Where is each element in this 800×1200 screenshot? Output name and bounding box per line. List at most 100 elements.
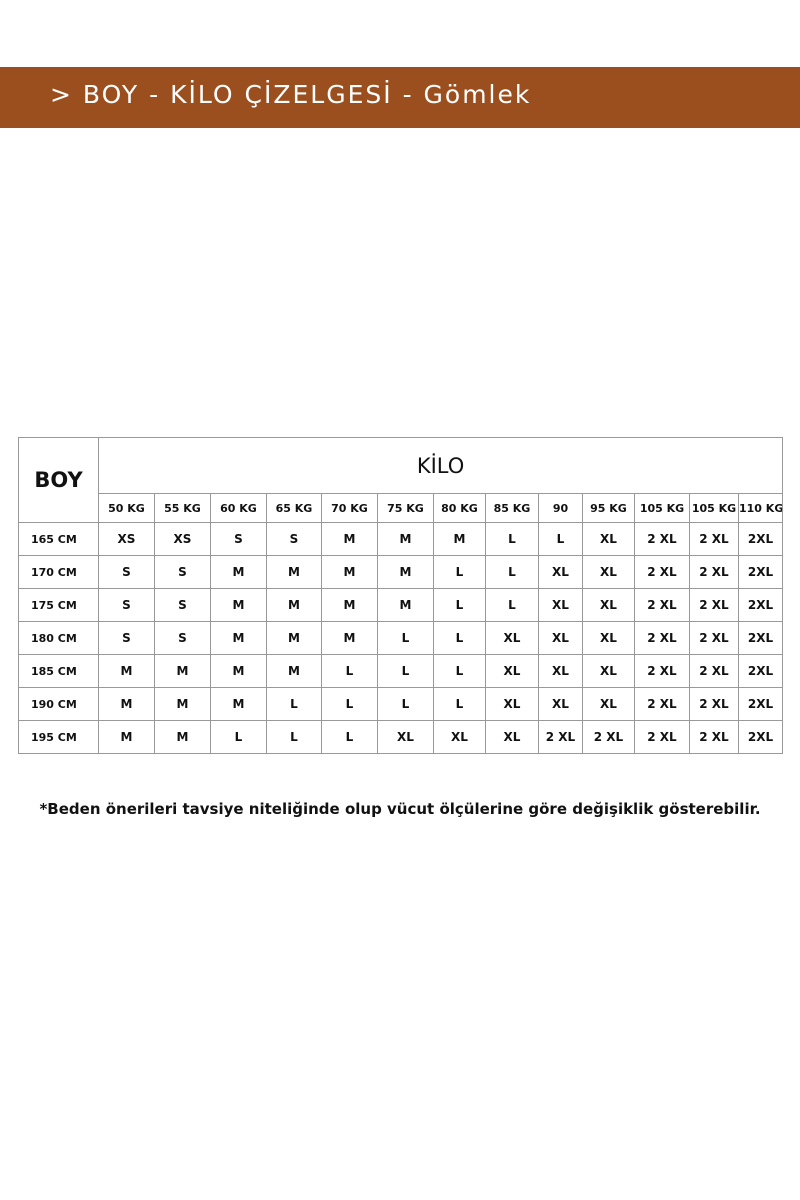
size-cell: L — [266, 720, 322, 754]
size-cell: M — [210, 621, 267, 655]
size-cell: 2XL — [737, 621, 784, 655]
size-cell: L — [210, 720, 267, 754]
size-cell: 2XL — [737, 522, 784, 556]
size-cell: M — [433, 522, 486, 556]
size-cell: 2 XL — [582, 720, 635, 754]
size-cell: 2XL — [737, 555, 784, 589]
column-header: 70 KG — [321, 493, 378, 523]
size-cell: 2 XL — [634, 522, 690, 556]
row-label: 170 CM — [18, 555, 99, 589]
row-label: 185 CM — [18, 654, 99, 688]
size-cell: S — [210, 522, 267, 556]
size-cell: M — [210, 687, 267, 721]
size-cell: L — [485, 555, 539, 589]
header-bar: > BOY - KİLO ÇİZELGESİ - Gömlek — [0, 67, 800, 128]
size-cell: XL — [582, 687, 635, 721]
size-cell: XL — [582, 654, 635, 688]
size-cell: L — [266, 687, 322, 721]
column-header: 50 KG — [98, 493, 155, 523]
size-cell: M — [266, 555, 322, 589]
column-header: 75 KG — [377, 493, 434, 523]
size-cell: L — [433, 621, 486, 655]
size-cell: 2 XL — [634, 555, 690, 589]
size-cell: M — [377, 555, 434, 589]
size-cell: S — [266, 522, 322, 556]
size-cell: M — [321, 588, 378, 622]
size-cell: L — [321, 687, 378, 721]
size-cell: M — [377, 522, 434, 556]
size-cell: S — [154, 555, 211, 589]
size-cell: L — [433, 588, 486, 622]
size-cell: XL — [582, 588, 635, 622]
row-label: 190 CM — [18, 687, 99, 721]
size-cell: M — [210, 654, 267, 688]
size-cell: L — [377, 654, 434, 688]
size-cell: XL — [538, 555, 583, 589]
size-cell: S — [98, 621, 155, 655]
size-cell: XL — [538, 621, 583, 655]
size-cell: 2 XL — [689, 687, 739, 721]
column-header: 110 KG — [737, 493, 784, 523]
size-cell: L — [321, 720, 378, 754]
size-cell: XL — [582, 555, 635, 589]
size-cell: 2 XL — [689, 621, 739, 655]
header-title: > BOY - KİLO ÇİZELGESİ - Gömlek — [50, 80, 532, 109]
group-header: KİLO — [97, 437, 784, 494]
size-cell: M — [154, 654, 211, 688]
size-cell: 2XL — [737, 720, 784, 754]
size-cell: 2 XL — [634, 588, 690, 622]
size-cell: M — [210, 588, 267, 622]
size-cell: XS — [98, 522, 155, 556]
size-cell: S — [154, 621, 211, 655]
column-header: 90 — [538, 493, 583, 523]
size-cell: 2 XL — [634, 687, 690, 721]
size-cell: XL — [538, 654, 583, 688]
size-cell: M — [377, 588, 434, 622]
size-table: BOY KİLO 50 KG 55 KG 60 KG 65 KG 70 KG 75 KG 80 … — [18, 437, 784, 754]
column-header: 85 KG — [485, 493, 539, 523]
size-cell: 2 XL — [689, 720, 739, 754]
size-cell: M — [210, 555, 267, 589]
size-cell: M — [266, 588, 322, 622]
size-cell: XL — [433, 720, 486, 754]
size-cell: L — [485, 522, 539, 556]
column-header: 65 KG — [266, 493, 322, 523]
size-cell: M — [266, 654, 322, 688]
size-cell: XL — [485, 654, 539, 688]
size-cell: L — [485, 588, 539, 622]
size-cell: 2 XL — [689, 654, 739, 688]
size-cell: L — [538, 522, 583, 556]
column-header: 105 KG — [634, 493, 690, 523]
size-cell: L — [433, 654, 486, 688]
size-cell: L — [433, 687, 486, 721]
size-cell: S — [98, 588, 155, 622]
row-label: 175 CM — [18, 588, 99, 622]
size-cell: M — [321, 621, 378, 655]
size-cell: L — [433, 555, 486, 589]
column-header: 105 KG — [689, 493, 739, 523]
size-cell: 2 XL — [634, 720, 690, 754]
footnote: *Beden önerileri tavsiye niteliğinde olu… — [39, 800, 761, 818]
size-cell: XL — [377, 720, 434, 754]
size-cell: L — [377, 621, 434, 655]
size-cell: 2XL — [737, 687, 784, 721]
size-cell: 2 XL — [689, 522, 739, 556]
size-cell: XL — [538, 687, 583, 721]
size-cell: 2 XL — [538, 720, 583, 754]
column-header: 60 KG — [210, 493, 267, 523]
size-cell: XL — [538, 588, 583, 622]
size-cell: L — [321, 654, 378, 688]
size-cell: 2 XL — [634, 621, 690, 655]
size-cell: L — [377, 687, 434, 721]
size-cell: XS — [154, 522, 211, 556]
size-cell: M — [321, 522, 378, 556]
size-cell: M — [154, 720, 211, 754]
size-cell: 2XL — [737, 654, 784, 688]
size-cell: S — [154, 588, 211, 622]
corner-header: BOY — [18, 437, 99, 523]
row-label: 195 CM — [18, 720, 99, 754]
size-cell: XL — [485, 621, 539, 655]
size-cell: XL — [485, 687, 539, 721]
row-label: 180 CM — [18, 621, 99, 655]
